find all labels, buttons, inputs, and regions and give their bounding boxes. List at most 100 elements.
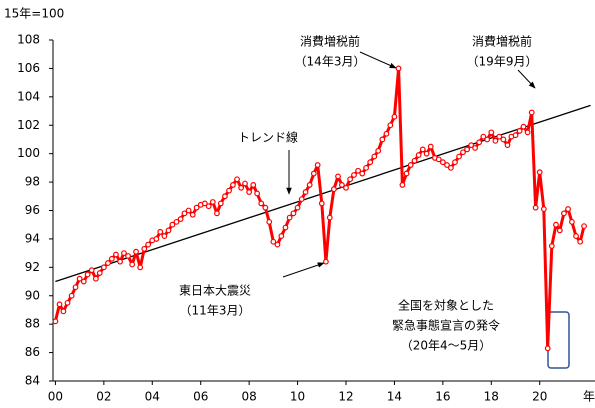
data-point <box>363 164 370 171</box>
data-point <box>524 129 531 136</box>
data-point <box>504 142 511 149</box>
arrow <box>517 69 536 89</box>
y-tick-label: 86 <box>25 345 40 359</box>
annotation: 消費増税前 <box>472 34 532 49</box>
data-point <box>173 218 180 225</box>
data-point <box>544 345 551 352</box>
data-point <box>351 172 357 178</box>
data-point <box>323 258 329 265</box>
y-tick-label: 98 <box>25 175 40 189</box>
data-point <box>472 145 478 151</box>
data-point <box>488 129 495 136</box>
data-point <box>310 170 317 177</box>
data-point <box>258 200 265 207</box>
annotation: 消費増税前 <box>300 34 360 49</box>
data-point <box>266 218 273 225</box>
data-point <box>298 196 305 203</box>
data-point <box>113 251 119 258</box>
data-point <box>242 180 248 187</box>
data-point <box>581 223 587 230</box>
data-point <box>226 187 232 194</box>
data-point <box>278 233 285 239</box>
data-point <box>137 264 144 271</box>
y-tick-label: 106 <box>17 61 40 75</box>
data-point <box>565 206 571 212</box>
data-point <box>157 228 164 235</box>
x-tick-label: 20 <box>532 390 547 404</box>
data-point <box>355 167 362 174</box>
data-point <box>92 275 99 282</box>
data-point <box>205 203 212 210</box>
data-point <box>302 189 309 195</box>
data-point <box>133 248 139 255</box>
data-point <box>500 136 507 143</box>
data-point <box>185 207 192 214</box>
data-point <box>318 200 325 207</box>
data-point <box>181 210 188 217</box>
y-tick-label: 102 <box>17 118 40 132</box>
data-point <box>359 170 366 177</box>
data-point <box>214 210 220 217</box>
data-point <box>476 139 483 146</box>
x-tick-label: 12 <box>338 390 353 404</box>
data-point <box>193 204 200 211</box>
data-point <box>375 147 382 154</box>
data-point <box>294 204 301 211</box>
data-point <box>189 211 196 218</box>
x-tick-label: 08 <box>242 390 257 404</box>
data-point <box>444 162 450 168</box>
data-point <box>379 136 386 143</box>
data-point <box>492 137 499 144</box>
trend-label: トレンド線 <box>238 130 298 145</box>
y-axis-label: 15年=100 <box>4 7 64 21</box>
annotation: 東日本大震災 <box>179 284 251 298</box>
data-point <box>262 204 269 211</box>
data-point <box>52 318 59 325</box>
data-point <box>411 157 418 164</box>
annotation: （14年3月） <box>295 55 366 69</box>
data-point <box>456 153 462 160</box>
data-point <box>573 233 579 239</box>
data-point <box>326 214 333 221</box>
data-point <box>399 182 406 188</box>
data-point <box>64 299 71 306</box>
y-tick-label: 94 <box>25 231 40 245</box>
y-tick-label: 84 <box>25 374 40 388</box>
data-point <box>209 199 216 205</box>
data-point <box>80 278 87 285</box>
data-point <box>383 130 390 137</box>
y-tick-label: 96 <box>25 203 40 217</box>
data-point <box>556 227 563 234</box>
data-point <box>165 227 172 234</box>
data-point <box>516 128 523 134</box>
data-point <box>314 162 321 168</box>
data-point <box>367 159 374 166</box>
data-point <box>423 150 430 157</box>
data-point <box>540 206 547 212</box>
data-point <box>129 261 136 268</box>
data-point <box>84 271 91 278</box>
highlight-box <box>547 311 570 369</box>
data-point <box>439 159 446 166</box>
data-point <box>532 204 539 211</box>
data-point <box>282 224 289 231</box>
data-point <box>68 292 75 299</box>
data-point <box>512 132 519 139</box>
data-point <box>468 142 475 149</box>
data-point <box>161 233 168 239</box>
data-point <box>452 159 458 166</box>
data-point <box>577 238 584 245</box>
data-point <box>60 308 67 315</box>
data-point <box>387 122 394 129</box>
data-point <box>88 267 95 274</box>
data-point <box>250 182 257 188</box>
data-point <box>145 241 152 248</box>
annotation: 緊急事態宣言の発令 <box>392 318 500 333</box>
y-tick-label: 90 <box>25 288 40 302</box>
data-point <box>270 238 277 245</box>
data-point <box>306 182 313 188</box>
x-tick-label: 18 <box>484 390 499 404</box>
data-point <box>415 152 422 158</box>
data-point <box>447 164 454 171</box>
